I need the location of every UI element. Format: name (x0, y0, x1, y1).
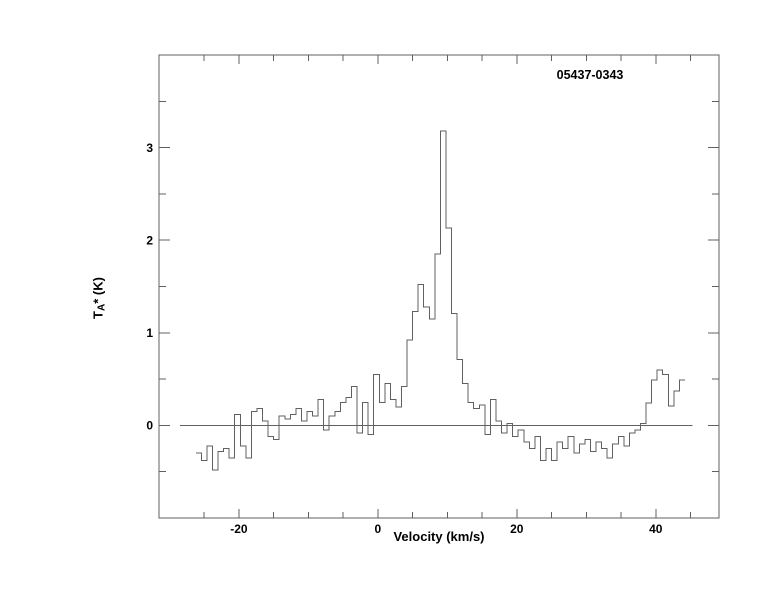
y-tick-label: 0 (146, 419, 153, 433)
plot-frame (158, 54, 720, 519)
spectrum-step-line (195, 130, 685, 471)
y-axis-label-subscript: A (96, 303, 108, 311)
y-tick-label: 2 (146, 234, 153, 248)
x-tick-label: 20 (510, 522, 524, 536)
y-axis-label-units: * (K) (90, 277, 106, 304)
x-tick-label: 40 (649, 522, 663, 536)
y-axis-label-prefix: T (90, 311, 106, 319)
x-axis-label: Velocity (km/s) (393, 529, 485, 544)
y-axis-label: TA* (K) (90, 277, 108, 319)
source-name-title: 05437-0343 (556, 68, 624, 82)
y-tick-label: 1 (146, 326, 153, 340)
x-tick-label: 0 (375, 522, 382, 536)
y-tick-label: 3 (146, 141, 153, 155)
x-tick-label: -20 (230, 522, 248, 536)
